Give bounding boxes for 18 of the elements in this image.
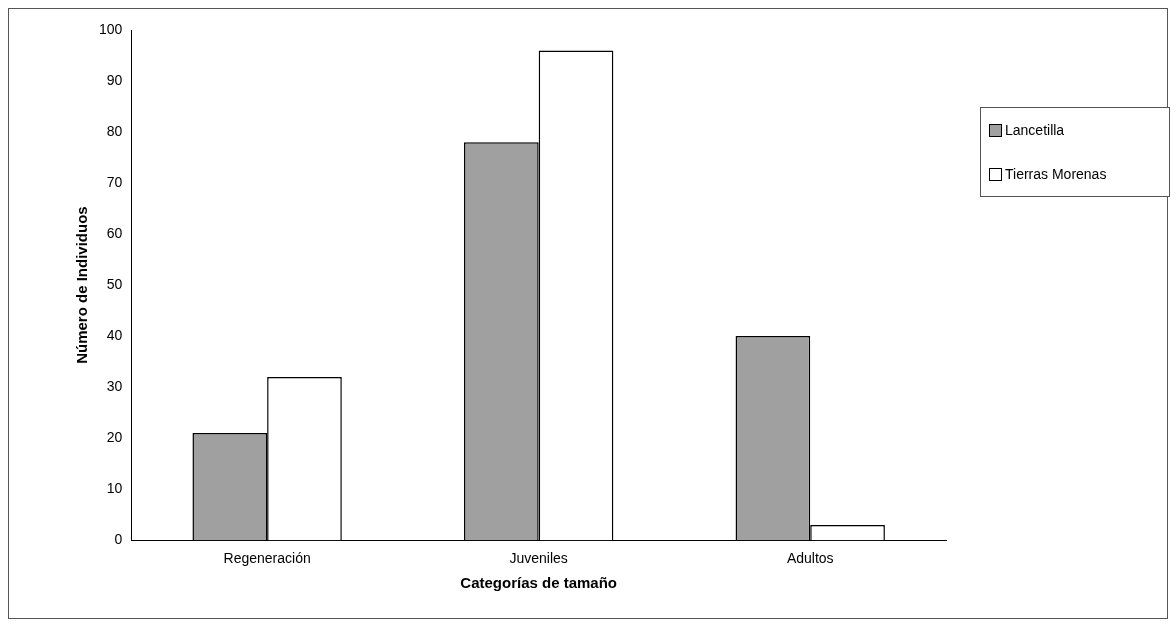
x-tick-label: Regeneración <box>223 550 311 567</box>
y-tick-label: 50 <box>106 275 123 292</box>
legend-label: Lancetilla <box>1005 122 1065 138</box>
x-axis-title: Categorías de tamaño <box>460 574 618 592</box>
text: Tierras Morenas <box>1005 166 1107 182</box>
y-tick-label: 80 <box>106 122 123 139</box>
x-tick-label: Juveniles <box>509 550 568 567</box>
y-tick-label: 40 <box>106 326 123 343</box>
y-tick-label: 0 <box>114 531 123 548</box>
y-tick-label: 70 <box>106 173 123 190</box>
y-axis-title: Número de Individuos <box>73 206 91 364</box>
y-tick-label: 20 <box>106 429 123 446</box>
y-tick-label: 60 <box>106 224 123 241</box>
x-tick-label: Adultos <box>786 550 834 567</box>
y-tick-label: 90 <box>106 71 123 88</box>
y-tick-label: 100 <box>99 20 123 37</box>
y-tick-label: 10 <box>106 480 123 497</box>
y-tick-label: 30 <box>106 378 123 394</box>
